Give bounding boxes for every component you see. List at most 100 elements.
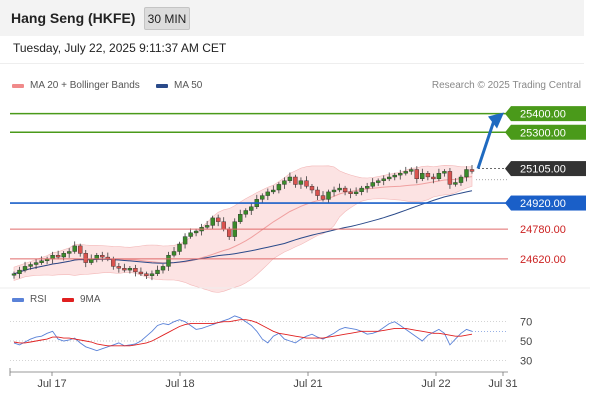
candle-body [94, 254, 100, 260]
legend-bollinger: MA 20 + Bollinger Bands [12, 80, 140, 91]
candle-body [171, 251, 177, 256]
candle-body [89, 258, 94, 263]
candle-body [414, 169, 419, 180]
candle-body [83, 253, 88, 263]
resistance-tag: 25400.00 [505, 106, 586, 122]
candle-body [260, 195, 265, 200]
candle-body [436, 172, 442, 179]
candle-body [370, 182, 375, 187]
candle-body [365, 186, 370, 189]
candle-body [111, 258, 116, 267]
rsi-ma-swatch [62, 297, 74, 302]
candle-body [116, 266, 122, 269]
candle-body [464, 169, 469, 178]
candle-body [387, 176, 392, 180]
candle-body [177, 243, 182, 252]
candle-body [315, 189, 320, 196]
candle-body [265, 191, 270, 196]
last-price-tag-bg [511, 161, 586, 177]
candle-body [447, 171, 453, 185]
rsi-axis-label: 30 [520, 355, 532, 367]
candle-body [337, 187, 342, 191]
candle-body [166, 254, 171, 267]
ma50-label: MA 50 [174, 80, 203, 91]
candle-body [398, 172, 403, 176]
candle-body [39, 260, 44, 263]
candle-body [304, 180, 309, 187]
candle-body [50, 254, 55, 260]
rsi-axis-label: 70 [520, 317, 532, 329]
candle-body [442, 171, 447, 174]
rsi-ma-label: 9MA [80, 294, 101, 305]
legend-rsi: RSI [12, 294, 47, 305]
support-label: 24780.00 [520, 224, 566, 236]
x-axis-label: Jul 18 [165, 378, 194, 390]
candle-body [28, 264, 33, 267]
candle-body [359, 187, 364, 193]
support-label: 24620.00 [520, 254, 566, 266]
candle-body [425, 172, 431, 178]
candle-body [33, 262, 39, 265]
candle-body [243, 210, 249, 215]
forecast-arrow-head [488, 112, 504, 129]
candle-body [17, 269, 22, 275]
resistance-label: 25300.00 [520, 127, 566, 139]
candle-body [381, 178, 386, 181]
resistance-tag: 25300.00 [505, 124, 586, 140]
candle-body [376, 180, 381, 183]
resistance-tag-pointer [505, 106, 511, 122]
candle-body [193, 230, 199, 234]
x-axis-label: Jul 22 [421, 378, 450, 390]
candle-body [298, 180, 304, 185]
ma50-swatch [156, 83, 168, 88]
x-axis-label: Jul 21 [293, 378, 322, 390]
candle-body [55, 254, 61, 258]
candle-body [287, 176, 293, 181]
candle-body [409, 169, 414, 172]
last-price-tag: 25105.00 [505, 161, 586, 177]
candle-body [210, 217, 215, 226]
candle-body [188, 232, 193, 237]
candle-body [61, 253, 66, 258]
candle-body [138, 271, 144, 275]
candle-body [155, 269, 160, 275]
candle-body [66, 251, 72, 254]
resistance-label: 25400.00 [520, 109, 566, 121]
resistance-tag-bg [511, 124, 586, 140]
rsi-label: RSI [30, 294, 47, 305]
candle-body [149, 273, 155, 276]
resistance-tag-bg [511, 106, 586, 122]
candle-body [392, 174, 397, 178]
divider [0, 63, 584, 64]
candle-body [133, 268, 138, 273]
candle-body [403, 171, 408, 174]
candle-body [271, 189, 276, 193]
candle-body [276, 184, 282, 191]
candle-body [77, 245, 83, 254]
candle-body [458, 176, 464, 183]
candle-body [226, 228, 232, 237]
candle-body [100, 254, 105, 258]
candle-body [293, 176, 298, 185]
candle-body [342, 187, 348, 193]
candle-body [182, 236, 188, 245]
forecast-arrow-shaft [476, 120, 496, 170]
rsi-line [13, 315, 473, 352]
x-axis-label: Jul 17 [37, 378, 66, 390]
timeframe-button[interactable]: 30 MIN [144, 7, 190, 30]
x-axis-label: Jul 31 [488, 378, 517, 390]
credit-text: Research © 2025 Trading Central [431, 80, 581, 91]
candle-body [11, 273, 17, 276]
candle-body [348, 191, 353, 194]
legend-rsi-ma: 9MA [62, 294, 101, 305]
candle-body [326, 191, 331, 200]
resistance-tag-pointer [505, 124, 511, 140]
candle-body [309, 186, 315, 191]
candle-body [144, 273, 149, 276]
candle-body [215, 217, 221, 222]
bollinger-swatch [12, 83, 24, 88]
candle-body [420, 172, 425, 179]
candle-body [453, 182, 458, 185]
